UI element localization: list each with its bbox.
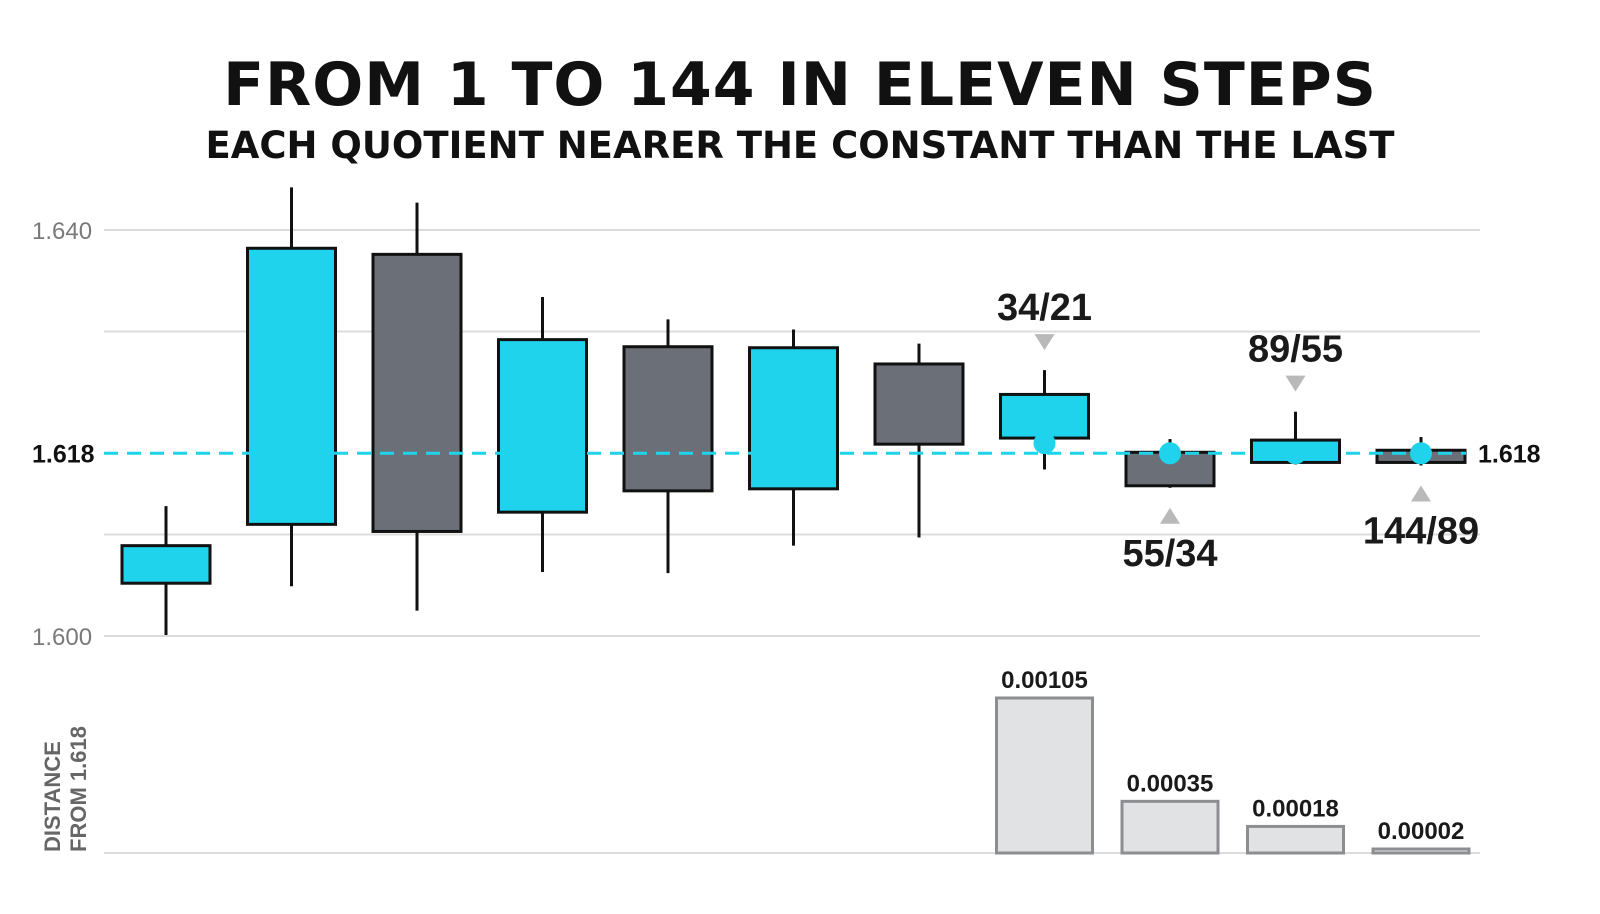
callout-marker [1285, 375, 1306, 392]
candle-point [1033, 432, 1056, 455]
distance-bar-label: 0.00002 [1378, 818, 1465, 845]
candle-body [748, 346, 839, 491]
distance-axis-title-line: DISTANCE [40, 741, 65, 852]
callout-label: 144/89 [1363, 510, 1479, 552]
candle-point [1284, 442, 1307, 465]
candle-body [246, 246, 337, 526]
candle-body [622, 345, 714, 493]
callout-label: 55/34 [1122, 533, 1217, 575]
distance-bar [1371, 847, 1471, 855]
bar-layer: 0.00105 0.00035 0.00018 0.00002 DISTANCEFROM… [40, 667, 1480, 855]
y-tick-label: 1.600 [32, 624, 92, 651]
distance-axis-title-line: FROM 1.618 [66, 726, 91, 852]
candle [371, 202, 463, 611]
distance-bar-label: 0.00018 [1252, 795, 1339, 822]
y-tick-label: 1.640 [32, 218, 92, 245]
candle [622, 319, 714, 574]
chart-title: FROM 1 TO 144 IN ELEVEN STEPS [223, 50, 1377, 120]
candle-body [497, 338, 588, 514]
callout-marker [1034, 334, 1055, 351]
callout-marker [1411, 485, 1431, 502]
candle-body [999, 392, 1090, 440]
reference-layer: 1.618 1.618 [32, 432, 1541, 468]
chart-subtitle: EACH QUOTIENT NEARER THE CONSTANT THAN T… [205, 124, 1395, 167]
candle-point [1159, 442, 1181, 465]
reference-label-right: 1.618 [1478, 440, 1541, 468]
candle-layer [120, 187, 1467, 635]
callout-label: 89/55 [1248, 329, 1343, 371]
callout-marker [1160, 507, 1180, 524]
candle [748, 329, 839, 546]
candle [120, 506, 212, 635]
distance-bar [995, 696, 1094, 855]
distance-bar-label: 0.00105 [1001, 667, 1088, 694]
candle-body [371, 252, 463, 533]
candle-body [120, 544, 212, 585]
annotation-layer: 34/21 55/34 89/55 144/89 [997, 287, 1479, 575]
candle-point [1410, 442, 1432, 465]
distance-bar [1246, 824, 1345, 855]
distance-bar [1120, 799, 1220, 855]
callout-label: 34/21 [997, 287, 1092, 329]
candle-body [873, 362, 965, 446]
candle [873, 343, 965, 538]
reference-label-left: 1.618 [32, 440, 95, 468]
distance-axis-title: DISTANCEFROM 1.618 [40, 726, 91, 852]
distance-bar-label: 0.00035 [1127, 770, 1214, 797]
candle [246, 187, 337, 587]
candle [497, 296, 588, 573]
